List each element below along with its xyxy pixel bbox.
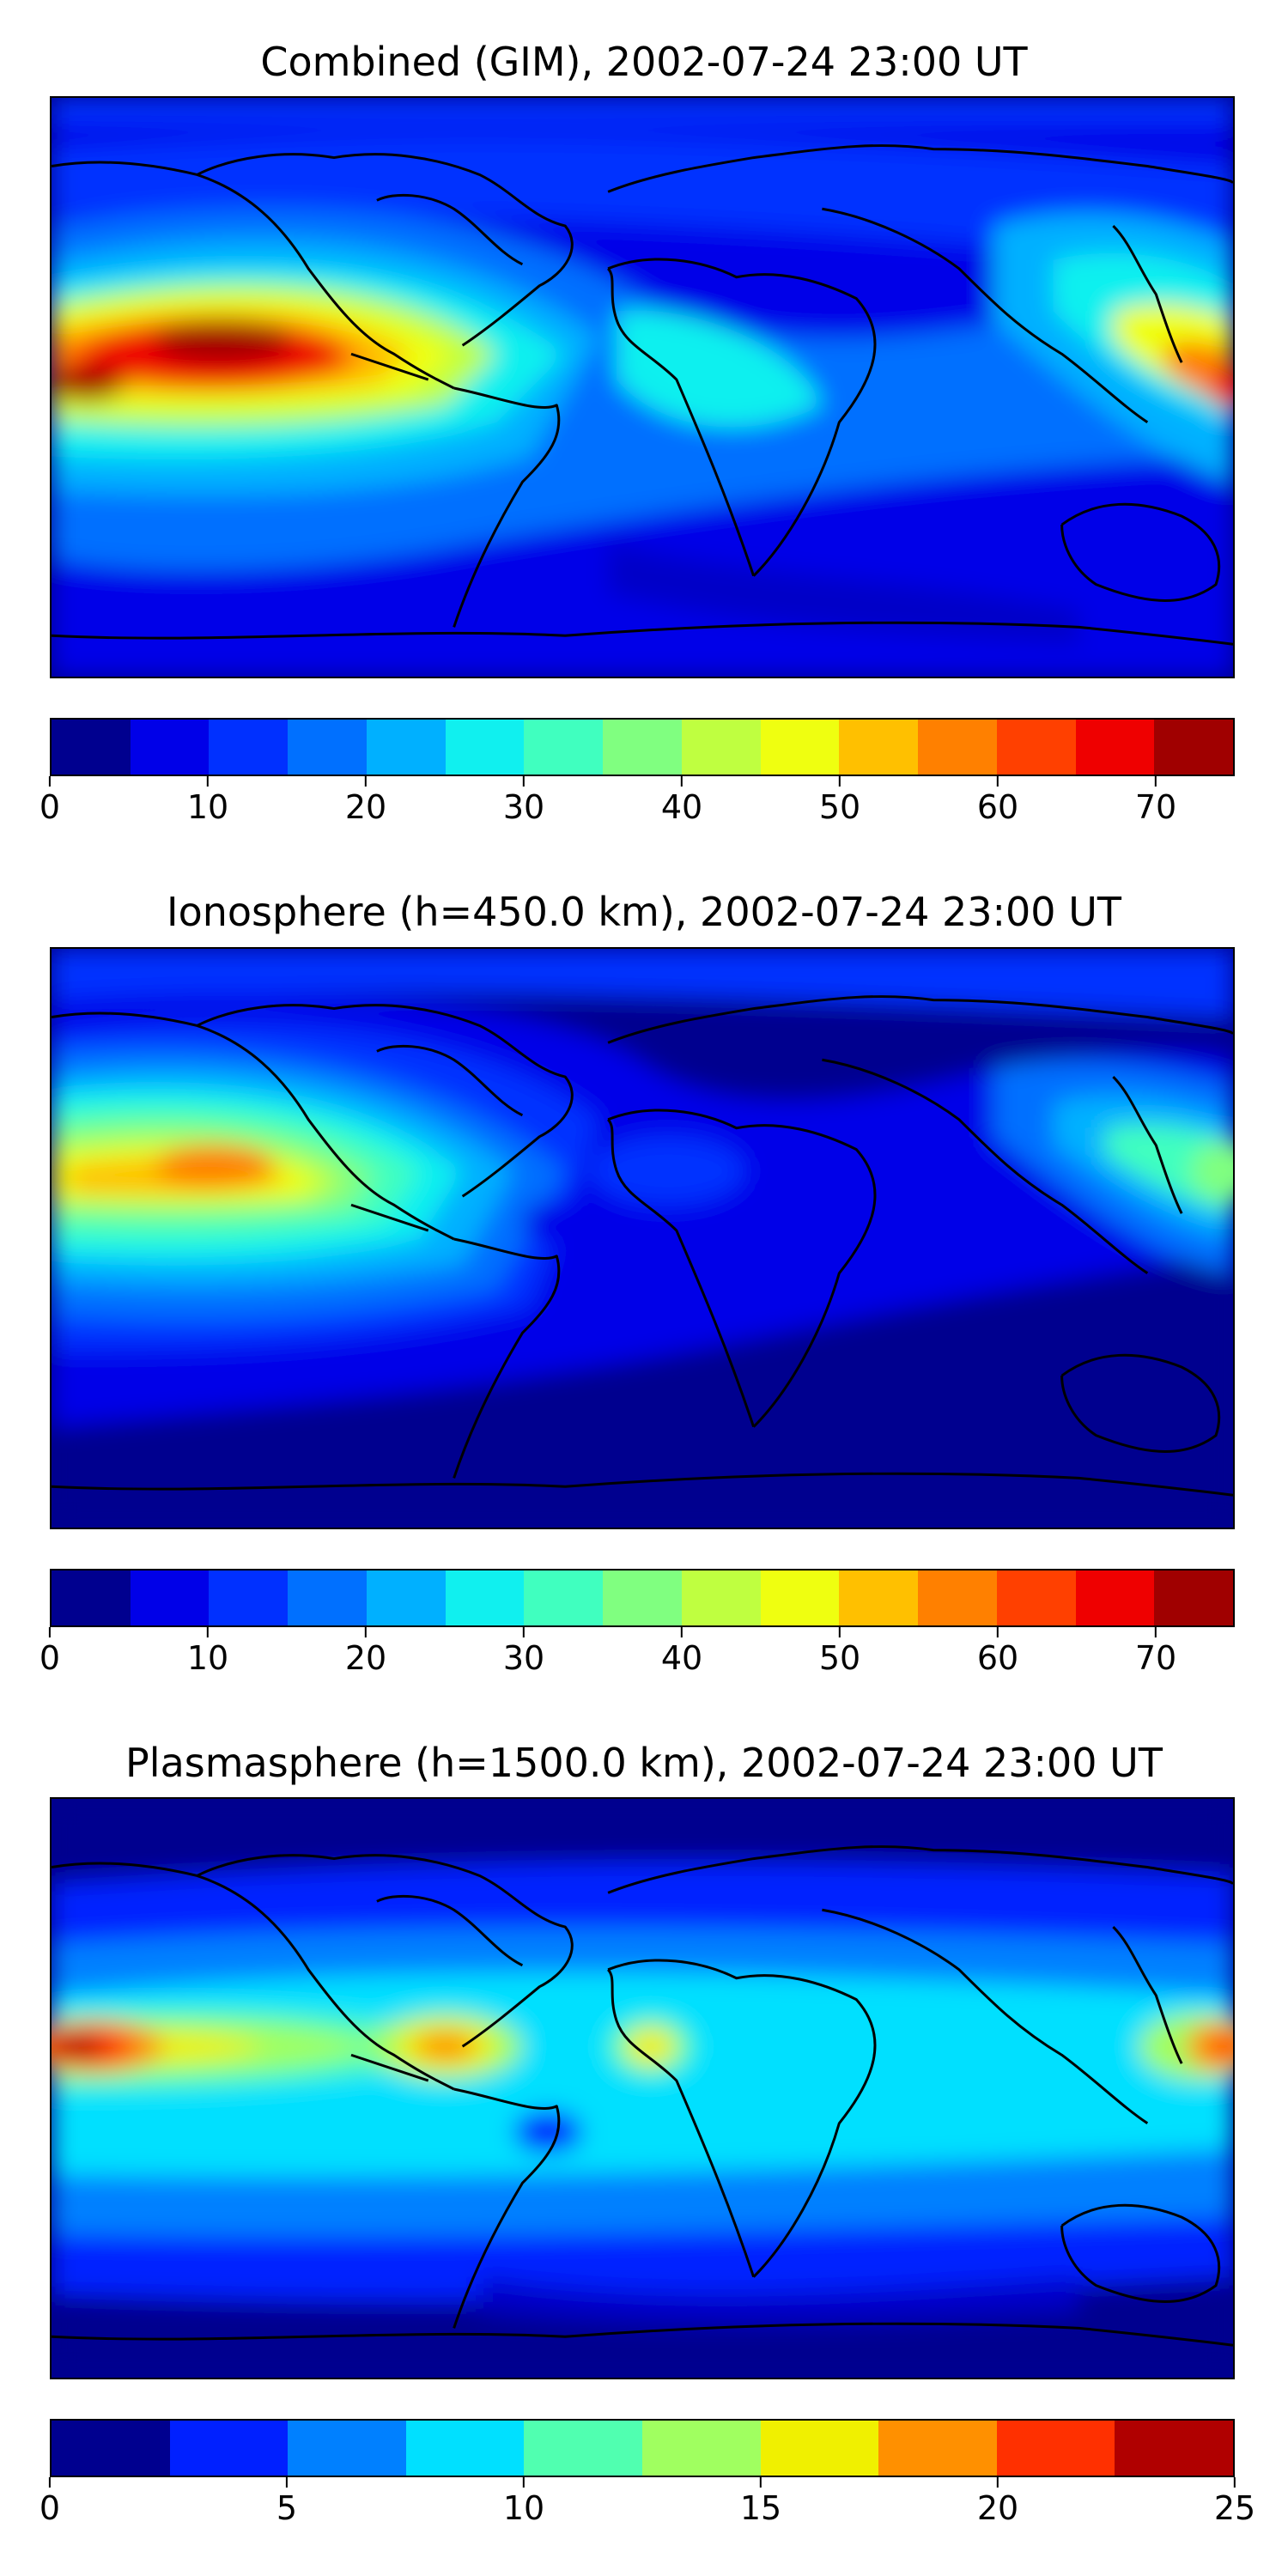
panel-2-map [50,947,1235,1529]
colorbar-1-segment [524,720,604,775]
panel-1-colorbar-ticks: 0 10 20 30 40 50 60 70 [39,776,1235,828]
colorbar-2-segment [524,1571,604,1625]
colorbar-2-tick: 20 [345,1627,386,1679]
colorbar-2-tick-label: 0 [39,1639,61,1677]
colorbar-3-tick-label: 5 [276,2489,298,2527]
panel-3-title: Plasmasphere (h=1500.0 km), 2002-07-24 2… [125,1740,1163,1786]
colorbar-2-tick: 10 [187,1627,228,1679]
colorbar-2-tick-label: 30 [502,1639,545,1677]
colorbar-1-tick-label: 60 [976,788,1019,826]
colorbar-2-segment [839,1571,919,1625]
colorbar-2-tick: 30 [503,1627,544,1679]
colorbar-3-tick: 20 [977,2477,1018,2529]
colorbar-2-tick: 60 [977,1627,1018,1679]
colorbar-1-tick: 30 [503,776,544,828]
colorbar-2-segment [1154,1571,1233,1625]
colorbar-3-tick-label: 15 [739,2489,782,2527]
panel-1-colorbar [50,718,1235,776]
colorbar-2-tick: 0 [39,1627,60,1679]
colorbar-1-tick: 10 [187,776,228,828]
colorbar-1-segment [918,720,997,775]
colorbar-3-segment [169,2421,289,2476]
colorbar-2-segment [52,1571,131,1625]
colorbar-3-segment [760,2421,879,2476]
colorbar-2-tick-label: 70 [1134,1639,1177,1677]
colorbar-1-tick-label: 10 [186,788,229,826]
colorbar-3-segment [1115,2421,1233,2476]
colorbar-1-segment [366,720,446,775]
colorbar-2-tick-label: 10 [186,1639,229,1677]
colorbar-1-segment [1075,720,1155,775]
colorbar-2-segment [209,1571,289,1625]
colorbar-2-segment [130,1571,210,1625]
colorbar-3-segment [996,2421,1115,2476]
colorbar-1-tick: 60 [977,776,1018,828]
panel-1-title: Combined (GIM), 2002-07-24 23:00 UT [260,39,1028,85]
colorbar-2-segment [681,1571,761,1625]
colorbar-1-tick-label: 70 [1134,788,1177,826]
colorbar-2-segment [996,1571,1076,1625]
colorbar-1-tick-label: 20 [344,788,387,826]
colorbar-1-segment [839,720,919,775]
colorbar-2-segment [603,1571,682,1625]
panel-2-colorbar [50,1569,1235,1627]
colorbar-1-segment [996,720,1076,775]
colorbar-1-segment [209,720,289,775]
colorbar-3-tick-label: 20 [976,2489,1019,2527]
colorbar-2-segment [918,1571,997,1625]
colorbar-3-tick: 15 [740,2477,781,2529]
colorbar-2-tick: 50 [819,1627,860,1679]
panel-2-title: Ionosphere (h=450.0 km), 2002-07-24 23:0… [167,889,1121,935]
colorbar-1-tick: 70 [1135,776,1176,828]
colorbar-2-tick-label: 40 [660,1639,703,1677]
colorbar-2-tick: 40 [661,1627,702,1679]
colorbar-2-segment [445,1571,525,1625]
colorbar-1-segment [681,720,761,775]
colorbar-1-segment [130,720,210,775]
colorbar-2-segment [288,1571,367,1625]
panel-3-map [50,1797,1235,2379]
colorbar-1-tick: 40 [661,776,702,828]
colorbar-1-segment [760,720,840,775]
colorbar-3-segment [52,2421,170,2476]
colorbar-2-tick: 70 [1135,1627,1176,1679]
colorbar-1-tick-label: 0 [39,788,61,826]
colorbar-1-segment [445,720,525,775]
colorbar-1-segment [52,720,131,775]
colorbar-1-tick: 20 [345,776,386,828]
colorbar-3-tick-label: 10 [502,2489,545,2527]
colorbar-2-segment [1075,1571,1155,1625]
colorbar-1-tick-label: 30 [502,788,545,826]
colorbar-1-tick: 0 [39,776,60,828]
colorbar-1-tick-label: 50 [818,788,861,826]
colorbar-1-segment [1154,720,1233,775]
colorbar-1-segment [603,720,682,775]
colorbar-2-segment [760,1571,840,1625]
colorbar-3-segment [878,2421,997,2476]
colorbar-3-tick: 5 [276,2477,297,2529]
colorbar-3-segment [405,2421,525,2476]
colorbar-3-segment [288,2421,406,2476]
panel-3-colorbar [50,2419,1235,2477]
colorbar-3-tick-label: 0 [39,2489,61,2527]
colorbar-2-tick-label: 20 [344,1639,387,1677]
colorbar-2-tick-label: 50 [818,1639,861,1677]
colorbar-2-segment [366,1571,446,1625]
panel-3-colorbar-ticks: 0 5 10 15 20 25 [39,2477,1255,2529]
panel-1-map [50,96,1235,678]
colorbar-3-tick: 0 [39,2477,60,2529]
colorbar-1-tick: 50 [819,776,860,828]
colorbar-3-segment [641,2421,761,2476]
colorbar-2-tick-label: 60 [976,1639,1019,1677]
panel-2-colorbar-ticks: 0 10 20 30 40 50 60 70 [39,1627,1235,1679]
colorbar-1-tick-label: 40 [660,788,703,826]
colorbar-1-segment [288,720,367,775]
colorbar-3-tick: 10 [503,2477,544,2529]
colorbar-3-tick: 25 [1214,2477,1255,2529]
colorbar-3-tick-label: 25 [1213,2489,1256,2527]
colorbar-3-segment [524,2421,642,2476]
